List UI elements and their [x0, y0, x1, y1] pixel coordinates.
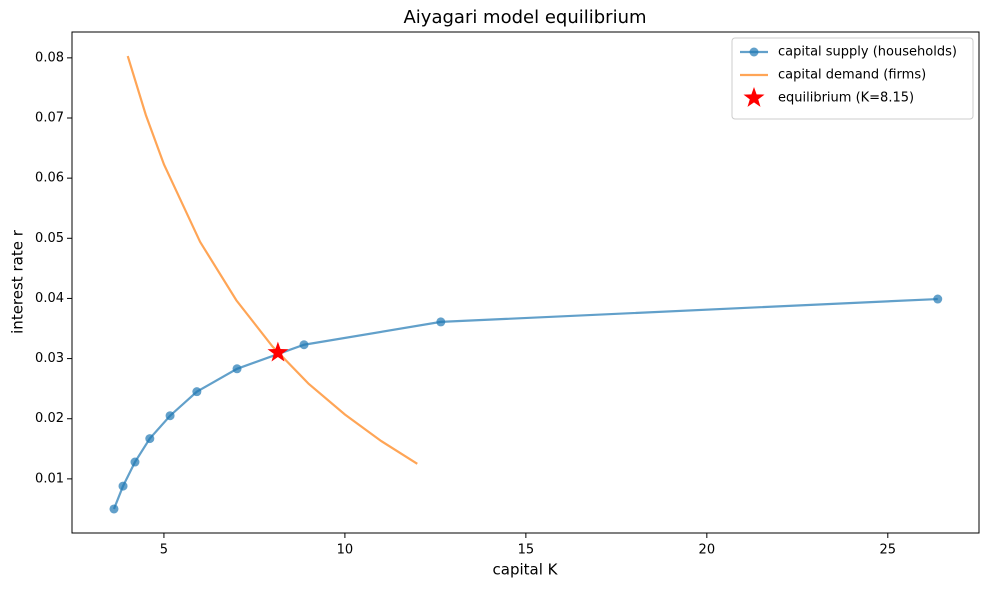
y-tick-label: 0.04 — [35, 291, 64, 306]
data-point — [436, 317, 446, 327]
legend-label: capital demand (firms) — [778, 68, 926, 83]
equilibrium-star — [267, 341, 289, 362]
x-axis-label: capital K — [493, 561, 559, 579]
x-tick-label: 25 — [880, 543, 897, 558]
data-point — [192, 387, 202, 397]
x-tick-label: 5 — [160, 543, 168, 558]
data-point — [109, 504, 119, 514]
data-point — [299, 340, 309, 350]
x-tick-label: 15 — [518, 543, 535, 558]
y-tick-label: 0.08 — [35, 50, 64, 65]
legend-label: equilibrium (K=8.15) — [778, 91, 914, 106]
legend-marker — [749, 47, 759, 57]
legend-marker — [743, 87, 765, 107]
y-tick-label: 0.06 — [35, 171, 64, 186]
data-point — [118, 481, 128, 491]
y-tick-label: 0.03 — [35, 351, 64, 366]
y-tick-label: 0.05 — [35, 231, 64, 246]
data-point — [145, 434, 155, 444]
chart-title: Aiyagari model equilibrium — [403, 7, 646, 28]
data-point — [130, 457, 140, 467]
data-point — [232, 364, 242, 374]
y-tick-label: 0.07 — [35, 111, 64, 126]
x-tick-label: 20 — [699, 543, 716, 558]
legend-box — [731, 37, 974, 120]
series-line — [112, 297, 938, 510]
legend-label: capital supply (households) — [778, 45, 957, 60]
plot-frame — [71, 31, 980, 534]
x-tick-label: 10 — [337, 543, 354, 558]
y-tick-label: 0.01 — [35, 471, 64, 486]
series-line — [126, 55, 418, 465]
data-point — [165, 411, 175, 421]
y-axis-label: interest rate r — [9, 229, 27, 334]
y-tick-label: 0.02 — [35, 411, 64, 426]
data-point — [933, 294, 943, 304]
